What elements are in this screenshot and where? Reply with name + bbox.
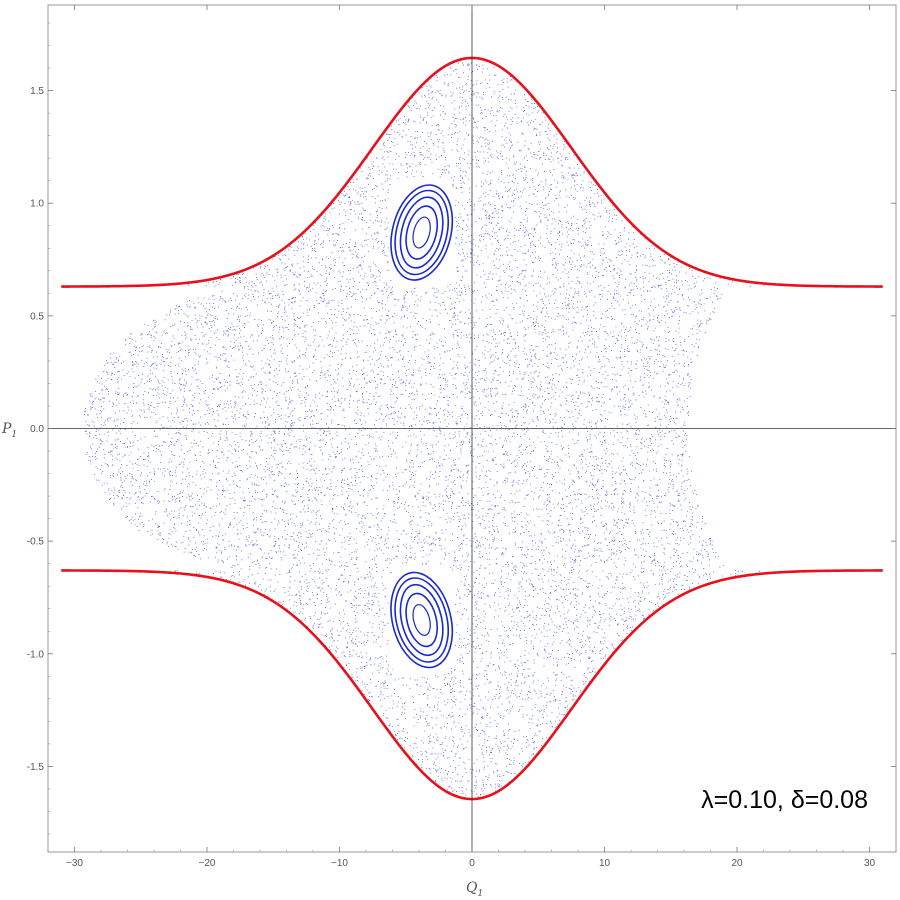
y-tick-label: -1.0 [27, 649, 45, 660]
x-axis-ticks: −30 −20 −10 0 10 20 30 [66, 5, 875, 869]
island-1-orbit-4 [390, 571, 454, 669]
y-axis-title: P1 [1, 421, 17, 440]
y-axis-title-symbol: P [1, 421, 12, 437]
y-tick-label: 0.5 [30, 311, 44, 322]
regular-islands [388, 177, 455, 676]
y-axis-title-subscript: 1 [11, 430, 17, 440]
chaotic-sea-points [84, 60, 765, 797]
x-axis-title: Q1 [466, 880, 483, 899]
x-axis-title-subscript: 1 [477, 889, 483, 899]
y-tick-label: -0.5 [27, 537, 45, 548]
island-0-orbit-2 [399, 196, 444, 269]
island-0-orbit-4 [390, 184, 454, 281]
y-tick-label: 1.5 [30, 86, 44, 97]
x-tick-label: −30 [66, 858, 83, 869]
island-1-orbit-1 [405, 592, 439, 648]
x-tick-label: 10 [599, 858, 611, 869]
island-0-orbit-0 [412, 216, 431, 249]
x-tick-label: 30 [864, 858, 876, 869]
y-tick-label: 0.0 [30, 424, 44, 435]
x-tick-label: −10 [331, 858, 348, 869]
parameter-annotation: λ=0.10, δ=0.08 [701, 786, 868, 814]
sea-point-cloud [84, 60, 765, 797]
x-tick-label: 20 [731, 858, 743, 869]
x-axis-title-symbol: Q [466, 880, 478, 896]
island-0-orbit-1 [405, 205, 439, 260]
island-1-orbit-0 [412, 603, 431, 636]
island-0-orbit-3 [394, 189, 449, 276]
x-tick-label: −20 [199, 858, 216, 869]
y-tick-label: -1.5 [27, 762, 45, 773]
x-tick-label: 0 [469, 858, 475, 869]
y-axis-ticks: -1.5 -1.0 -0.5 0.0 0.5 1.0 1.5 [27, 22, 896, 835]
island-1-orbit-2 [399, 583, 444, 657]
y-tick-label: 1.0 [30, 199, 44, 210]
island-1-orbit-3 [394, 577, 449, 663]
